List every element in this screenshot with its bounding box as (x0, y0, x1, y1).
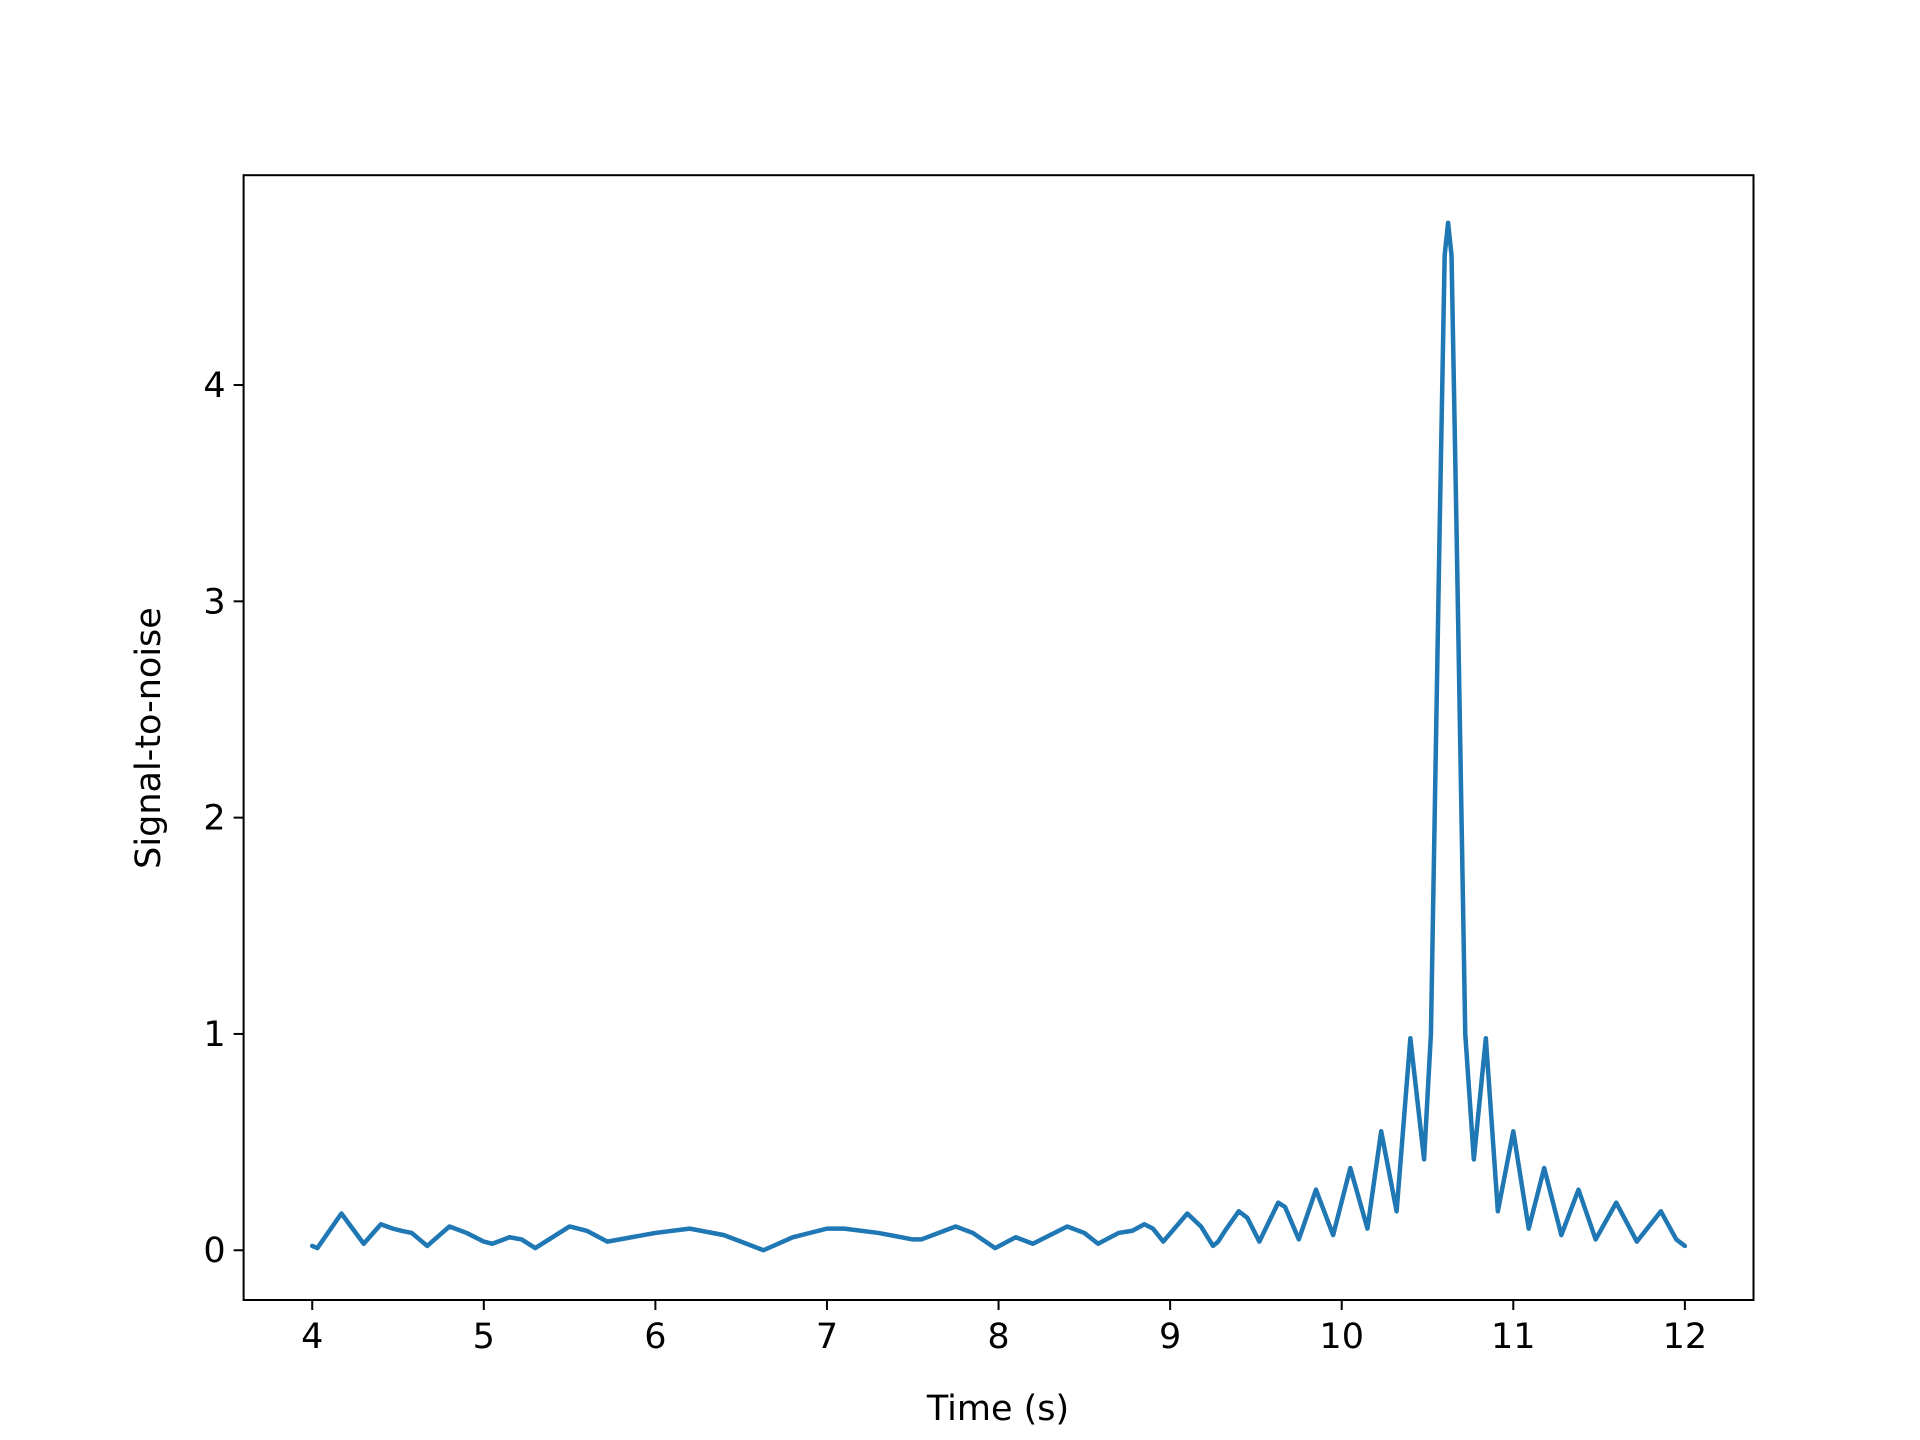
x-tick-label: 12 (1663, 1317, 1708, 1357)
x-tick-label: 11 (1491, 1317, 1536, 1357)
x-tick-label: 7 (816, 1317, 838, 1357)
y-tick-label: 1 (203, 1015, 225, 1055)
plot-frame (242, 174, 1755, 1302)
y-tick-label: 2 (203, 799, 225, 839)
y-axis-label: Signal-to-noise (129, 607, 169, 869)
x-axis-label: Time (s) (926, 1389, 1069, 1429)
y-tick-label: 4 (203, 366, 225, 406)
x-tick-label: 10 (1319, 1317, 1364, 1357)
data-line (309, 220, 1688, 1253)
x-tick-label: 5 (473, 1317, 495, 1357)
y-tick-label: 0 (203, 1231, 225, 1271)
x-tick-label: 4 (301, 1317, 323, 1357)
x-tick-label: 9 (1159, 1317, 1181, 1357)
x-tick-label: 8 (987, 1317, 1009, 1357)
y-tick-label: 3 (203, 582, 225, 622)
x-tick-label: 6 (644, 1317, 666, 1357)
